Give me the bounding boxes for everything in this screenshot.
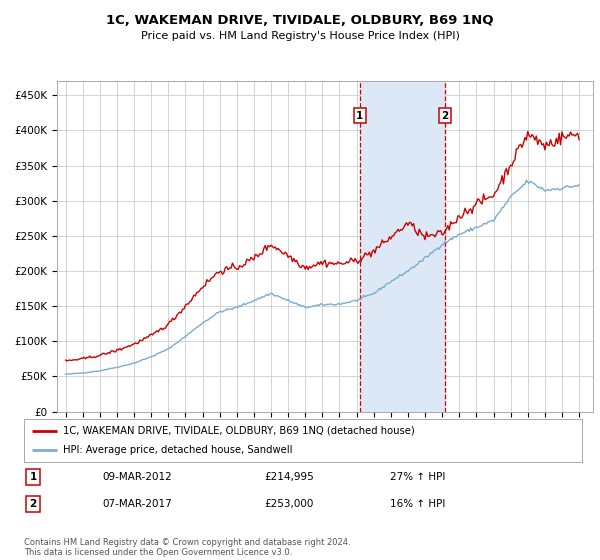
Text: 2: 2 (29, 499, 37, 509)
Text: 16% ↑ HPI: 16% ↑ HPI (390, 499, 445, 509)
Text: 1C, WAKEMAN DRIVE, TIVIDALE, OLDBURY, B69 1NQ (detached house): 1C, WAKEMAN DRIVE, TIVIDALE, OLDBURY, B6… (63, 426, 415, 436)
Text: £253,000: £253,000 (264, 499, 313, 509)
Text: £214,995: £214,995 (264, 472, 314, 482)
Text: 09-MAR-2012: 09-MAR-2012 (102, 472, 172, 482)
Text: 07-MAR-2017: 07-MAR-2017 (102, 499, 172, 509)
Text: 1C, WAKEMAN DRIVE, TIVIDALE, OLDBURY, B69 1NQ: 1C, WAKEMAN DRIVE, TIVIDALE, OLDBURY, B6… (106, 14, 494, 27)
Text: 1: 1 (29, 472, 37, 482)
Bar (360, 81, 445, 412)
Text: 2: 2 (442, 111, 449, 121)
Text: Price paid vs. HM Land Registry's House Price Index (HPI): Price paid vs. HM Land Registry's House … (140, 31, 460, 41)
Text: HPI: Average price, detached house, Sandwell: HPI: Average price, detached house, Sand… (63, 445, 293, 455)
Text: Contains HM Land Registry data © Crown copyright and database right 2024.
This d: Contains HM Land Registry data © Crown c… (24, 538, 350, 557)
Text: 27% ↑ HPI: 27% ↑ HPI (390, 472, 445, 482)
Text: 1: 1 (356, 111, 364, 121)
